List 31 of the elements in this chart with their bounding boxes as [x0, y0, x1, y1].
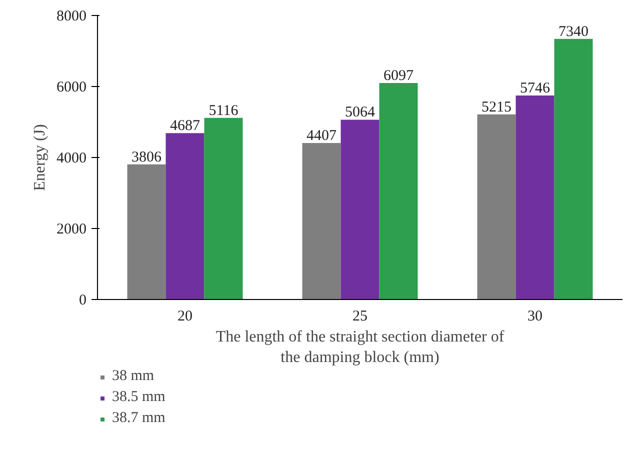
bar — [340, 120, 380, 300]
data-label: 5215 — [482, 99, 512, 116]
bar — [166, 133, 204, 300]
bar — [554, 38, 593, 300]
data-label: 4687 — [170, 118, 200, 134]
bar — [516, 96, 554, 300]
bar — [477, 114, 516, 300]
data-label: 5746 — [520, 80, 550, 97]
y-tick-label: 8000 — [56, 8, 86, 24]
y-tick-label: 2000 — [56, 222, 86, 238]
bar — [379, 83, 418, 300]
data-label: 4407 — [306, 128, 337, 144]
bar — [302, 143, 341, 300]
y-tick-label: 4000 — [56, 150, 86, 166]
data-label: 6097 — [384, 68, 414, 84]
data-label: 7340 — [558, 24, 588, 40]
x-axis-title: The length of the straight section diameter of the damping block (mm) — [216, 328, 505, 366]
y-tick-label: 6000 — [56, 80, 86, 96]
x-tick-label: 30 — [528, 308, 542, 324]
legend-label: 38 mm — [112, 368, 154, 385]
bar — [204, 118, 243, 300]
legend-label: 38.5 mm — [112, 389, 166, 406]
data-label: 5116 — [208, 102, 239, 119]
y-tick-label: 0 — [79, 292, 86, 308]
data-label: 3806 — [132, 149, 162, 166]
y-axis-title: Energy (J) — [32, 124, 48, 191]
bar — [127, 164, 166, 300]
legend-label: 38.7 mm — [112, 410, 166, 427]
x-tick-label: 20 — [178, 308, 192, 324]
data-label: 5064 — [345, 104, 376, 121]
x-tick-label: 25 — [352, 308, 368, 324]
